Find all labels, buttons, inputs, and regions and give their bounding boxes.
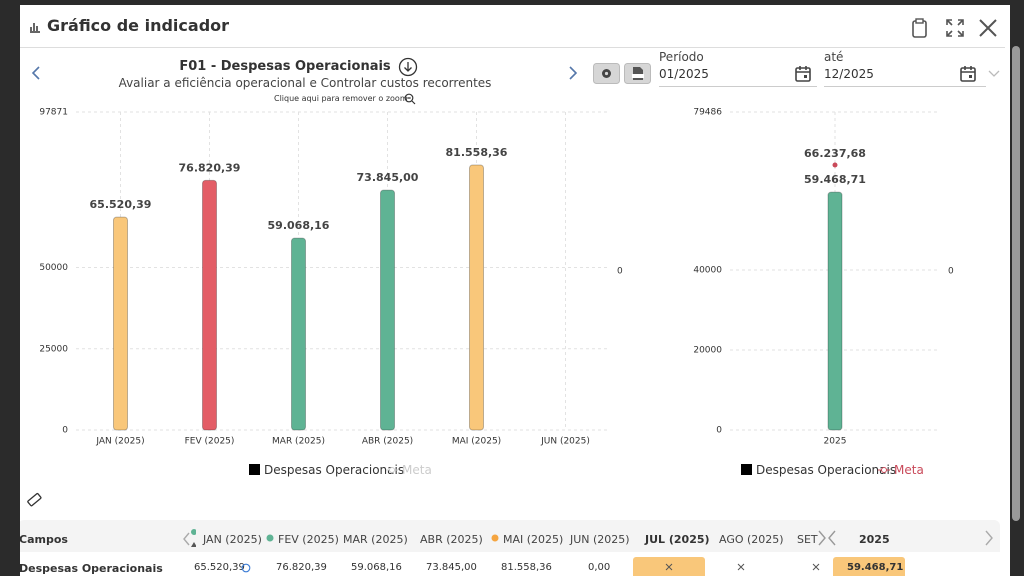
prev-button[interactable] [30, 65, 42, 81]
table-cell: 81.558,36 [501, 562, 552, 573]
calendar-icon[interactable] [959, 65, 977, 83]
legend-swatch [741, 464, 752, 475]
zoom-icon[interactable] [404, 93, 416, 105]
table-header-cell: MAR (2025) [343, 533, 408, 546]
table-header-cell: Campos [20, 533, 68, 546]
status-dot [491, 534, 499, 542]
period-from-value: 01/2025 [659, 67, 709, 81]
chart-title: F01 - Despesas Operacionais [179, 59, 391, 74]
dialog-title: Gráfico de indicador [47, 16, 230, 35]
scroll-divider-icon[interactable] [816, 527, 838, 549]
ruler-icon[interactable] [26, 492, 42, 508]
table-header-cell: 2025 [859, 533, 890, 546]
legend-label[interactable]: Despesas Operacionais [756, 463, 897, 477]
dropdown-icon[interactable] [988, 69, 1000, 79]
empty-mark [665, 563, 673, 571]
table-header-cell: SET (2025) [797, 533, 821, 546]
clipboard-button[interactable] [910, 17, 930, 39]
table-header-cell: JAN (2025) [203, 533, 262, 546]
table-header-cell: JUL (2025) [645, 533, 710, 546]
info-icon[interactable] [241, 563, 251, 573]
download-button[interactable] [398, 57, 418, 77]
dialog: Gráfico de indicador F01 - Despesas Oper… [20, 5, 1010, 576]
chart-icon [30, 23, 40, 33]
zoom-note[interactable]: Clique aqui para remover o zoom [274, 94, 408, 103]
legend-swatch [249, 464, 260, 475]
calendar-icon[interactable] [794, 65, 812, 83]
empty-mark [812, 563, 820, 571]
pdf-button[interactable] [624, 63, 651, 84]
legend-label[interactable]: Meta [402, 463, 432, 477]
close-button[interactable] [978, 18, 998, 38]
period-to-value: 12/2025 [824, 67, 874, 81]
scrollbar[interactable] [1012, 46, 1020, 521]
table-cell: 59.068,16 [351, 562, 402, 573]
table-header-cell: MAI (2025) [503, 533, 564, 546]
status-dot [266, 534, 274, 542]
table-header-cell: ABR (2025) [420, 533, 483, 546]
table-header-cell: JUN (2025) [570, 533, 630, 546]
table-cell: 65.520,39 [194, 562, 245, 573]
highlight-cell [833, 557, 905, 576]
legend-label[interactable]: Meta [894, 463, 924, 477]
legend-label[interactable]: Despesas Operacionais [264, 463, 405, 477]
table-cell: 76.820,39 [276, 562, 327, 573]
legend-line-swatch [386, 467, 398, 473]
scroll-left-icon[interactable] [180, 527, 196, 551]
empty-mark [737, 563, 745, 571]
next-button[interactable] [567, 65, 579, 81]
table-row-label: Despesas Operacionais [20, 562, 163, 575]
table-header-cell: FEV (2025) [278, 533, 339, 546]
expand-button[interactable] [945, 18, 965, 38]
table-header-cell: AGO (2025) [719, 533, 784, 546]
period-to-input[interactable]: 12/2025 [824, 62, 1000, 87]
legend-line-swatch [878, 467, 890, 473]
period-from-input[interactable]: 01/2025 [659, 62, 817, 87]
chart-subtitle: Avaliar a eficiência operacional e Contr… [118, 76, 492, 90]
table-cell: 59.468,71 [847, 562, 904, 573]
table-header [20, 520, 1000, 552]
table-cell: 0,00 [588, 562, 611, 573]
settings-button[interactable] [593, 63, 620, 84]
scroll-right-icon[interactable] [982, 527, 996, 549]
table-cell: 73.845,00 [426, 562, 477, 573]
period-to-label: até [824, 50, 844, 64]
period-from-label: Período [659, 50, 704, 64]
header-divider [20, 47, 1005, 48]
